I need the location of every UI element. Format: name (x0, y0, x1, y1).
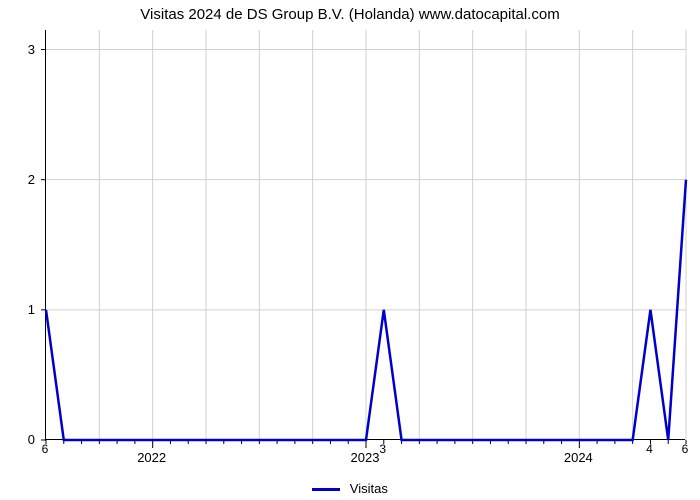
chart-title: Visitas 2024 de DS Group B.V. (Holanda) … (0, 6, 700, 23)
x-tick-label: 2024 (564, 450, 593, 465)
legend: Visitas (0, 481, 700, 496)
y-tick-label: 3 (0, 42, 35, 57)
data-point-label: 3 (379, 442, 386, 456)
y-tick-label: 1 (0, 302, 35, 317)
data-point-label: 6 (682, 442, 689, 456)
data-point-label: 6 (42, 442, 49, 456)
x-tick-label: 2023 (351, 450, 380, 465)
chart-container: Visitas 2024 de DS Group B.V. (Holanda) … (0, 0, 700, 500)
legend-swatch (312, 488, 340, 491)
y-tick-label: 2 (0, 172, 35, 187)
plot-svg (46, 30, 686, 452)
x-tick-label: 2022 (137, 450, 166, 465)
data-point-label: 4 (646, 442, 653, 456)
plot-area (45, 30, 685, 440)
legend-label: Visitas (350, 481, 388, 496)
y-tick-label: 0 (0, 432, 35, 447)
